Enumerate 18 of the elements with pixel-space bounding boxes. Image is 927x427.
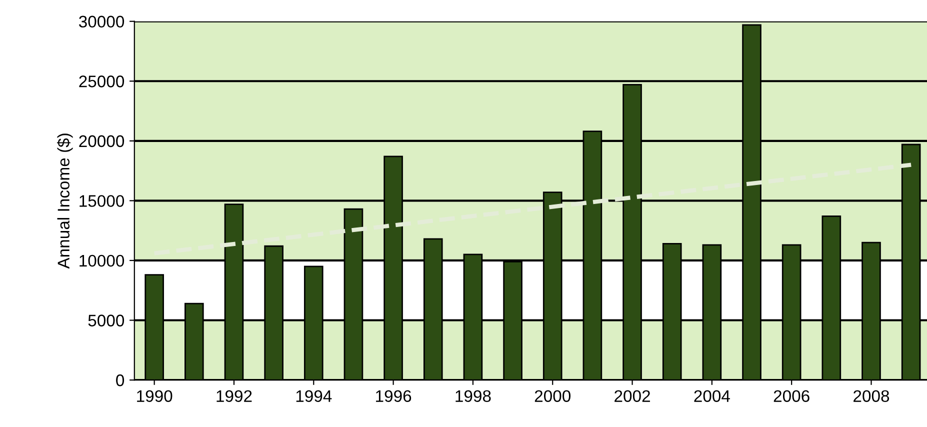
x-tick-label: 2004 [694,390,730,402]
x-tick-label: 2008 [854,390,890,402]
x-tick-label: 2006 [774,390,810,402]
x-tick-label: 1994 [296,390,332,402]
x-tick-label: 1998 [456,390,491,402]
y-tick-label: 20000 [79,135,124,148]
y-tick-label: 0 [116,374,124,386]
y-tick-label: 10000 [80,254,124,267]
y-tick-label: 25000 [79,76,124,88]
y-tick-label: 15000 [80,195,124,207]
x-tick-label: 2002 [614,390,650,402]
x-tick-label: 2000 [534,390,570,402]
y-axis-title: Annual Income ($) [57,134,73,269]
x-tick-label: 1996 [376,390,412,402]
x-tick-label: 1992 [216,390,252,402]
x-tick-label: 1990 [137,390,172,402]
y-tick-label: 30000 [78,16,124,28]
y-tick-label: 5000 [88,314,124,326]
